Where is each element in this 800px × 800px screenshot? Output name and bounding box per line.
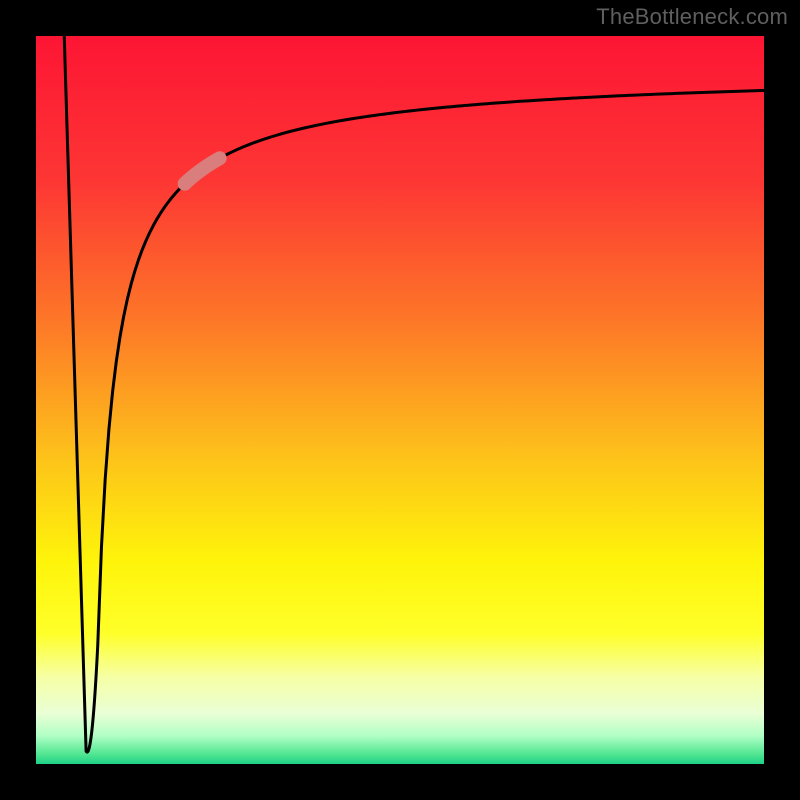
attribution-watermark: TheBottleneck.com — [596, 4, 788, 30]
chart-gradient-background — [35, 35, 765, 765]
bottleneck-curve-chart — [0, 0, 800, 800]
